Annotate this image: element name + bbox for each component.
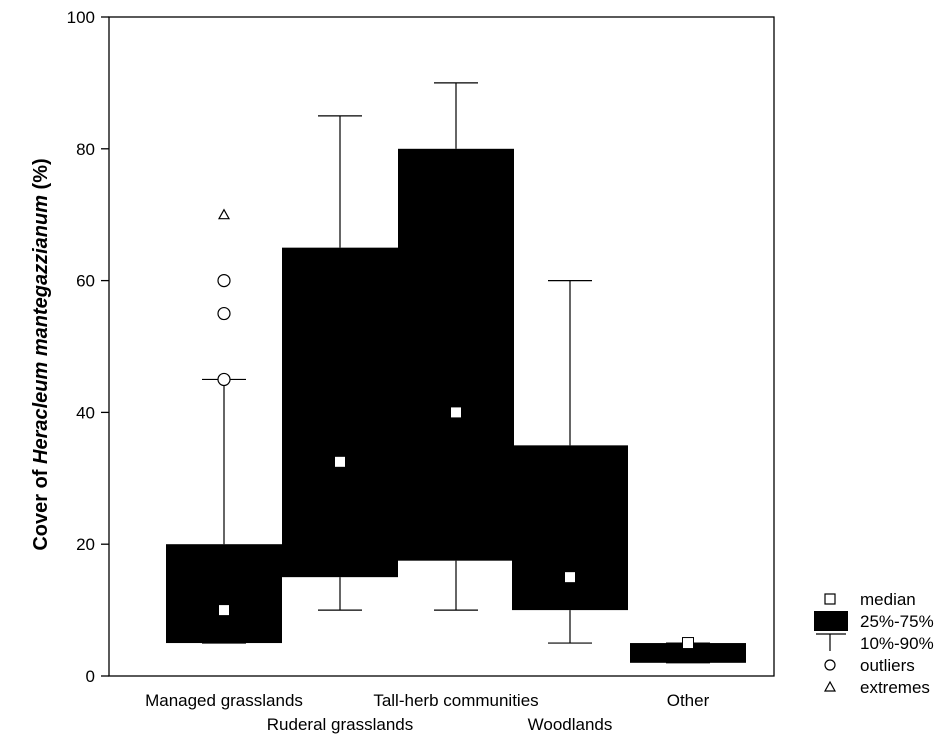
y-axis-label-suffix: (%): [30, 158, 52, 195]
median-marker: [564, 571, 576, 584]
y-tick-label: 40: [76, 403, 95, 422]
legend-outlier-swatch: [824, 659, 836, 671]
legend-item-outlier: outliers: [824, 656, 915, 675]
legend-median-swatch: [824, 593, 836, 605]
legend: median 25%-75% 10%-90% outliers extremes: [814, 590, 934, 697]
category-label: Tall-herb communities: [373, 691, 538, 710]
median-marker: [682, 637, 694, 650]
y-axis-label: Cover of Heracleum mantegazzianum (%): [30, 158, 52, 550]
y-tick-label: 20: [76, 535, 95, 554]
legend-label: extremes: [860, 678, 930, 697]
plot-frame: [108, 16, 775, 677]
y-axis-label-species: Heracleum mantegazzianum: [30, 195, 52, 464]
iqr-box: [398, 148, 514, 561]
iqr-box: [630, 643, 746, 663]
x-axis-category-labels: Managed grasslands Ruderal grasslands Tall…: [145, 691, 710, 734]
box-group: [282, 115, 398, 611]
iqr-box: [512, 445, 628, 611]
outlier-marker: [217, 372, 231, 387]
legend-box-swatch: [814, 611, 848, 631]
y-tick-label: 0: [86, 667, 95, 686]
y-tick-label: 100: [67, 8, 95, 27]
outlier-marker: [217, 274, 231, 288]
outlier-marker: [217, 306, 231, 321]
category-label: Other: [667, 691, 710, 710]
box-group: [398, 82, 514, 611]
legend-label: 25%-75%: [860, 612, 934, 631]
y-axis-label-prefix: Cover of: [30, 464, 52, 551]
legend-item-whisker: 10%-90%: [816, 633, 934, 653]
legend-label: 10%-90%: [860, 634, 934, 653]
category-label: Woodlands: [528, 715, 613, 734]
legend-item-extreme: extremes: [823, 678, 930, 697]
y-tick-label: 80: [76, 140, 95, 159]
box-group: [630, 637, 746, 664]
y-axis: 0 20 40 60 80 100: [67, 8, 775, 686]
extreme-marker: [217, 208, 231, 220]
y-tick-label: 60: [76, 272, 95, 291]
legend-label: median: [860, 590, 916, 609]
category-label: Managed grasslands: [145, 691, 303, 710]
iqr-box: [282, 247, 398, 578]
median-marker: [218, 604, 230, 617]
category-label: Ruderal grasslands: [267, 715, 413, 734]
legend-item-box: 25%-75%: [814, 611, 934, 631]
plot-area: [166, 82, 746, 664]
legend-extreme-swatch: [823, 680, 837, 692]
median-marker: [334, 455, 346, 468]
box-group: [166, 208, 282, 644]
legend-label: outliers: [860, 656, 915, 675]
box-group: [512, 280, 628, 644]
iqr-box: [166, 544, 282, 644]
median-marker: [450, 406, 462, 419]
legend-item-median: median: [824, 590, 916, 609]
